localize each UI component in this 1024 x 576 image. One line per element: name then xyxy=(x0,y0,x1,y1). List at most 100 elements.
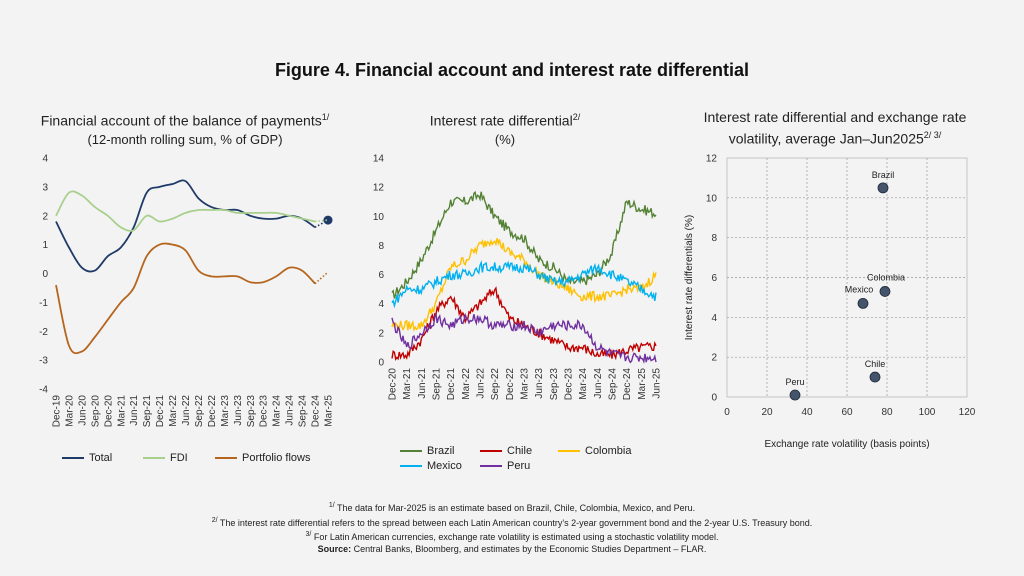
x-tick-label: Dec-23 xyxy=(259,395,270,428)
series-line-total-estimate xyxy=(314,219,329,229)
y-tick-label: 4 xyxy=(42,154,48,165)
panel1-title-sup: 1/ xyxy=(321,112,330,122)
legend-label-mexico: Mexico xyxy=(427,460,462,472)
y-tick-label: -1 xyxy=(39,298,48,309)
footnote-2: 2/ The interest rate differential refers… xyxy=(0,515,1024,530)
x-tick-label: Jun-24 xyxy=(593,368,604,399)
legend-swatch-total xyxy=(62,457,84,459)
x-tick-label: Mar-23 xyxy=(520,368,531,400)
panel3-title-sup: 2/ 3/ xyxy=(923,130,942,140)
legend-item-fdi: FDI xyxy=(143,452,188,464)
y-tick-label: 4 xyxy=(711,313,717,324)
panel1-title-line1: Financial account of the balance of paym… xyxy=(40,112,322,129)
point-label-colombia: Colombia xyxy=(867,272,905,282)
x-tick-label: 0 xyxy=(724,407,730,418)
y-tick-label: 2 xyxy=(378,328,384,339)
source-label: Source: xyxy=(317,543,352,554)
x-tick-label: Dec-20 xyxy=(103,395,114,428)
legend-swatch-colombia xyxy=(558,450,580,452)
x-tick-label: Sep-23 xyxy=(549,368,560,401)
x-tick-label: Jun-20 xyxy=(77,395,88,426)
legend-label-chile: Chile xyxy=(507,445,533,457)
footnote-2-marker: 2/ xyxy=(211,516,218,524)
series-line-fdi-estimate xyxy=(314,219,329,223)
legend-label-total: Total xyxy=(89,452,113,464)
point-label-peru: Peru xyxy=(785,377,804,387)
legend-label-colombia: Colombia xyxy=(585,445,632,457)
source-note: Source: Central Banks, Bloomberg, and es… xyxy=(0,544,1024,556)
x-tick-label: Sep-23 xyxy=(246,395,257,428)
legend-label-fdi: FDI xyxy=(170,452,188,464)
x-tick-label: Jun-22 xyxy=(476,368,487,399)
y-tick-label: 12 xyxy=(706,154,718,165)
y-tick-label: 2 xyxy=(42,211,48,222)
footnote-3-text: For Latin American currencies, exchange … xyxy=(311,532,719,542)
series-line-portfolio-flows xyxy=(55,242,316,355)
y-tick-label: 12 xyxy=(373,183,385,194)
y-tick-label: 10 xyxy=(373,212,385,223)
x-tick-label: Sep-20 xyxy=(90,395,101,428)
scatter-point-chile xyxy=(869,371,881,383)
x-tick-label: Mar-22 xyxy=(168,395,179,427)
series-line-mexico xyxy=(391,260,657,309)
x-tick-label: 20 xyxy=(761,407,773,418)
x-tick-label: Dec-21 xyxy=(155,395,166,428)
x-tick-label: Mar-25 xyxy=(637,368,648,400)
x-tick-label: Jun-22 xyxy=(181,395,192,426)
legend-swatch-mexico xyxy=(400,465,422,467)
y-tick-label: 6 xyxy=(711,273,717,284)
panel2-title-sup: 2/ xyxy=(572,112,581,122)
x-tick-label: 60 xyxy=(841,407,853,418)
x-tick-label: Sep-22 xyxy=(194,395,205,428)
x-tick-label: Mar-22 xyxy=(461,368,472,400)
scatter-point-brazil xyxy=(877,182,889,194)
x-tick-label: Dec-23 xyxy=(564,368,575,401)
footnote-1: 1/ The data for Mar-2025 is an estimate … xyxy=(0,500,1024,515)
footnote-3: 3/ For Latin American currencies, exchan… xyxy=(0,529,1024,544)
y-tick-label: 10 xyxy=(706,193,718,204)
y-tick-label: -2 xyxy=(39,327,48,338)
panel3-title-line1: Interest rate differential and exchange … xyxy=(703,109,967,125)
x-tick-label: Sep-22 xyxy=(490,368,501,401)
legend-item-mexico: Mexico xyxy=(400,460,462,472)
y-tick-label: 6 xyxy=(378,270,384,281)
series-line-brazil xyxy=(391,190,657,299)
y-tick-label: 8 xyxy=(711,233,717,244)
y-tick-label: 0 xyxy=(711,393,717,404)
footnotes: 1/ The data for Mar-2025 is an estimate … xyxy=(0,500,1024,555)
x-tick-label: Dec-24 xyxy=(622,368,633,401)
point-label-brazil: Brazil xyxy=(872,170,895,180)
footnote-1-marker: 1/ xyxy=(328,502,335,509)
x-tick-label: 40 xyxy=(801,407,813,418)
scatter-point-mexico xyxy=(857,297,869,309)
scatter-chart: 0 20 40 60 80 100 120 0 2 4 6 8 10 12 Exchange rate vo… xyxy=(684,154,976,451)
x-axis-label: Exchange rate volatility (basis points) xyxy=(764,439,929,450)
x-tick-label: Mar-21 xyxy=(402,368,413,400)
legend-swatch-portfolio xyxy=(215,457,237,459)
x-tick-label: Dec-22 xyxy=(505,368,516,401)
x-tick-label: Mar-24 xyxy=(272,395,283,427)
x-tick-label: Dec-24 xyxy=(311,395,322,428)
legend-item-portfolio: Portfolio flows xyxy=(215,452,310,464)
y-tick-label: 4 xyxy=(378,299,384,310)
x-tick-label: Dec-20 xyxy=(388,368,399,401)
x-tick-label: Sep-24 xyxy=(608,368,619,401)
panel3-title: Interest rate differential and exchange … xyxy=(665,108,1005,148)
series-line-peru xyxy=(391,312,657,364)
legend-item-chile: Chile xyxy=(480,445,532,457)
footnote-3-marker: 3/ xyxy=(305,531,312,538)
x-tick-label: Dec-22 xyxy=(207,395,218,428)
legend-item-brazil: Brazil xyxy=(400,445,455,457)
scatter-point-peru xyxy=(789,389,801,401)
legend-swatch-chile xyxy=(480,450,502,452)
y-tick-label: 0 xyxy=(42,269,48,280)
panel3-title-line2: volatility, average Jan–Jun2025 xyxy=(728,130,924,147)
legend-swatch-fdi xyxy=(143,457,165,459)
x-tick-label: Mar-25 xyxy=(324,395,335,427)
panel1-title: Financial account of the balance of paym… xyxy=(20,108,350,149)
x-tick-label: Sep-24 xyxy=(298,395,309,428)
legend-item-peru: Peru xyxy=(480,460,530,472)
footnote-1-text: The data for Mar-2025 is an estimate bas… xyxy=(334,503,696,513)
x-tick-label: Sep-21 xyxy=(142,395,153,428)
